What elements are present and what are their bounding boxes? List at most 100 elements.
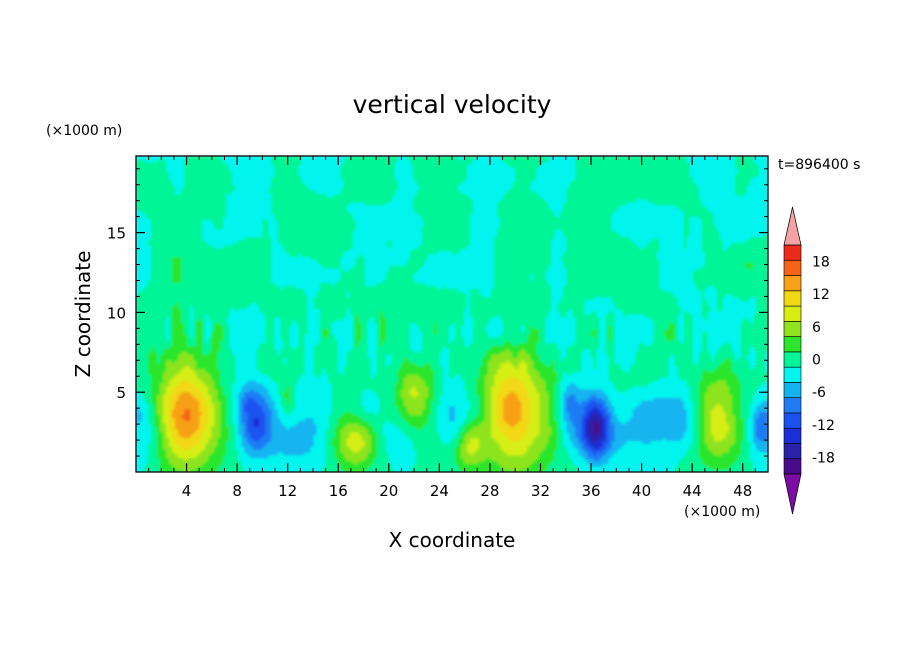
contour-cell xyxy=(509,348,522,352)
contour-cell xyxy=(319,374,330,378)
contour-cell xyxy=(196,319,203,324)
contour-cell xyxy=(692,336,703,341)
contour-cell xyxy=(187,334,191,338)
contour-cell xyxy=(749,457,768,462)
contour-cell xyxy=(394,173,414,177)
contour-cell xyxy=(710,305,718,309)
contour-cell xyxy=(491,400,498,404)
contour-cell xyxy=(346,357,372,361)
contour-cell xyxy=(178,357,194,361)
contour-cell xyxy=(701,314,709,318)
contour-cell xyxy=(406,408,423,413)
contour-cell xyxy=(587,451,595,456)
contour-cell xyxy=(692,405,700,410)
contour-cell xyxy=(575,434,583,439)
contour-cell xyxy=(707,299,718,304)
contour-cell xyxy=(704,391,730,396)
contour-cell xyxy=(701,201,768,206)
contour-cell xyxy=(223,331,230,335)
contour-cell xyxy=(325,454,336,459)
contour-cell xyxy=(340,190,396,194)
contour-cell xyxy=(421,411,432,416)
contour-cell xyxy=(157,428,161,433)
contour-cell xyxy=(698,385,709,390)
contour-cell xyxy=(196,371,209,375)
contour-cell xyxy=(136,161,167,166)
contour-cell xyxy=(352,331,357,335)
contour-cell xyxy=(602,443,607,447)
contour-cell xyxy=(193,325,197,329)
contour-cell xyxy=(172,325,185,329)
contour-cell xyxy=(701,311,709,315)
contour-cell xyxy=(464,380,477,384)
contour-cell xyxy=(367,331,378,335)
contour-cell xyxy=(304,288,321,292)
contour-cell xyxy=(752,411,760,416)
contour-cell xyxy=(178,354,194,358)
contour-cell xyxy=(298,334,306,338)
contour-cell xyxy=(169,170,185,174)
contour-cell xyxy=(464,308,471,312)
contour-cell xyxy=(319,311,348,315)
contour-cell xyxy=(271,411,279,416)
contour-cell xyxy=(611,446,622,450)
contour-cell xyxy=(340,167,396,171)
contour-cell xyxy=(455,449,462,453)
contour-cell xyxy=(439,394,468,398)
contour-cell xyxy=(755,302,768,306)
contour-cell xyxy=(497,210,555,215)
contour-cell xyxy=(698,193,739,197)
contour-cell xyxy=(244,394,263,398)
contour-cell xyxy=(205,325,212,329)
contour-cell xyxy=(136,382,152,387)
contour-cell xyxy=(701,222,715,226)
contour-cell xyxy=(184,173,233,177)
contour-cell xyxy=(527,426,540,430)
contour-cell xyxy=(485,354,492,358)
contour-cell xyxy=(379,405,399,410)
contour-cell xyxy=(587,437,592,441)
contour-cell xyxy=(596,357,610,361)
contour-cell xyxy=(596,431,604,436)
x-tick-label: 40 xyxy=(632,482,651,500)
contour-cell xyxy=(560,311,567,315)
contour-cell xyxy=(298,331,309,335)
contour-cell xyxy=(358,460,375,464)
contour-cell xyxy=(442,388,468,393)
contour-cell xyxy=(337,279,366,283)
contour-cell xyxy=(148,460,161,464)
contour-cell xyxy=(470,227,498,232)
contour-cell xyxy=(235,371,263,375)
contour-cell xyxy=(752,440,768,444)
contour-cell xyxy=(169,319,173,324)
contour-cell xyxy=(193,354,218,358)
contour-cell xyxy=(554,397,561,401)
contour-cell xyxy=(563,428,567,433)
colorbar-swatch xyxy=(783,275,802,292)
contour-cell xyxy=(376,451,390,456)
contour-cell xyxy=(217,351,233,355)
contour-cell xyxy=(653,397,682,401)
contour-cell xyxy=(268,187,312,192)
contour-cell xyxy=(136,259,152,263)
contour-cell xyxy=(346,207,414,212)
contour-cell xyxy=(683,311,691,315)
contour-cell xyxy=(406,357,441,361)
contour-cell xyxy=(581,437,589,441)
contour-cell xyxy=(584,417,592,421)
contour-cell xyxy=(560,405,564,410)
contour-cell xyxy=(157,440,164,444)
contour-cell xyxy=(701,296,706,301)
contour-cell xyxy=(343,316,354,321)
contour-cell xyxy=(325,457,339,462)
contour-cell xyxy=(698,449,712,453)
contour-cell xyxy=(145,213,227,217)
contour-cell xyxy=(704,428,712,433)
contour-cell xyxy=(626,201,655,206)
contour-cell xyxy=(491,291,552,295)
contour-cell xyxy=(313,434,327,439)
contour-cell xyxy=(746,357,757,361)
contour-cell xyxy=(373,426,384,430)
contour-cell xyxy=(551,262,564,266)
contour-cell xyxy=(421,224,471,229)
